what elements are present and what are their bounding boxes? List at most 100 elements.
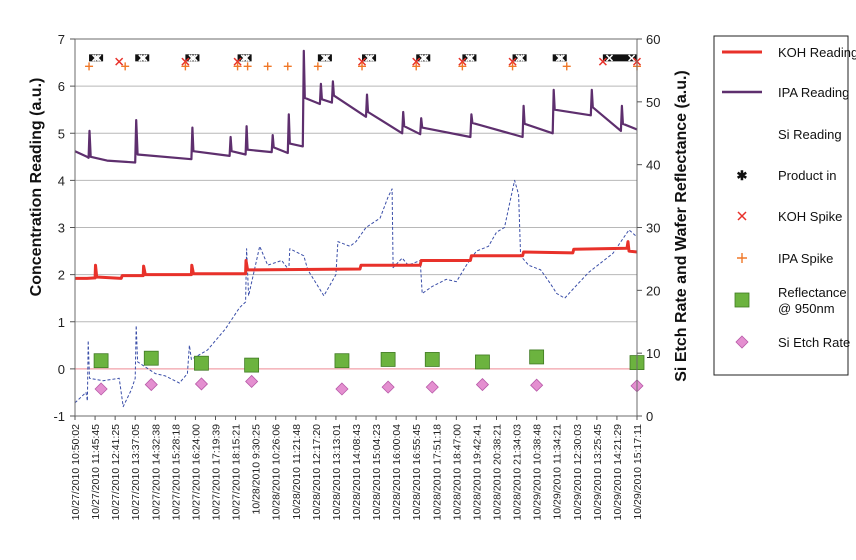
reflectance-marker: [194, 355, 209, 371]
series-line-ipa-reading: [74, 49, 638, 164]
legend-swatch: [737, 211, 747, 221]
product-in-bar: [135, 54, 150, 62]
series-line-koh-reading: [75, 240, 638, 280]
etch-rate-marker: [194, 377, 209, 391]
legend-swatch: [737, 253, 747, 263]
product-in-x-mark: ✕: [91, 53, 100, 65]
ipa-spike-marker: [121, 62, 130, 71]
reflectance-marker: [143, 350, 159, 366]
reflectance-marker: [380, 352, 396, 367]
koh-spike-marker: [115, 57, 124, 66]
product-in-x-mark: ✕: [320, 53, 329, 65]
product-in-x-mark: ✕: [364, 53, 373, 65]
reflectance-marker: [424, 352, 440, 367]
reflectance-marker: [334, 353, 350, 369]
marker-layer: ✕✕ ✕✕ ✕✕ ✕✕ ✕✕ ✕✕ ✕✕ ✕✕ ✕✕ ✕✕ ✕ ✕: [85, 53, 645, 396]
y-axis-right-ticks: 0 10 20 30 40 50 60: [637, 32, 660, 424]
product-in-x-mark: ✕: [515, 53, 524, 65]
product-in-x-mark: ✕: [555, 53, 564, 65]
x-tick-label: 10/29/2010 11:34:21: [552, 424, 564, 520]
y-right-tick-label: 0: [646, 409, 653, 424]
product-in-x-mark: ✕: [187, 53, 196, 65]
product-in-x-mark: ✕: [139, 53, 148, 65]
product-in-x-mark: ✕: [322, 53, 331, 65]
x-tick-label: 10/28/2010 17:51:18: [431, 424, 443, 521]
product-in-x-mark: ✕: [93, 53, 102, 65]
product-in-bar: [602, 54, 637, 62]
koh-spike-marker: [508, 57, 517, 66]
product-in-bar: [362, 54, 377, 62]
koh-spike-marker: [412, 57, 421, 66]
ipa-spike-marker: [313, 62, 322, 71]
y-left-tick-label: -1: [53, 409, 65, 424]
legend-swatch: ✱: [737, 168, 748, 183]
x-tick-label: 10/29/2010 13:25:45: [592, 424, 604, 521]
x-tick-label: 10/27/2010 12:41:25: [110, 424, 122, 521]
y-axis-left-ticks: -1 0 1 2 3 4 5 6 7: [53, 32, 75, 424]
product-in-bar: [462, 54, 477, 62]
x-tick-label: 10/28/2010 10:26:06: [271, 424, 283, 521]
product-in-x-mark: ✕: [466, 53, 475, 65]
x-tick-label: 10/27/2010 14:32:38: [150, 424, 162, 521]
y-left-tick-label: 1: [58, 315, 65, 330]
x-tick-label: 10/28/2010 15:04:23: [371, 424, 383, 521]
koh-spike-marker: [181, 57, 190, 66]
legend-swatch: [734, 292, 750, 308]
legend-label: Reflectance @ 950nm: [778, 285, 847, 316]
product-in-x-mark: ✕: [366, 53, 375, 65]
product-in-x-mark: ✕: [627, 53, 636, 65]
x-tick-label: 10/28/2010 21:34:03: [512, 424, 524, 521]
product-in-bar: [317, 54, 332, 62]
y-left-tick-label: 3: [58, 221, 65, 236]
ipa-spike-marker: [243, 62, 252, 71]
ipa-spike-marker: [85, 62, 94, 71]
x-tick-label: 10/27/2010 18:15:21: [231, 424, 243, 521]
product-in-x-mark: ✕: [557, 53, 566, 65]
koh-spike-marker: [357, 57, 367, 66]
x-tick-label: 10/27/2010 15:28:18: [170, 424, 182, 521]
etch-rate-marker: [245, 374, 259, 389]
y-left-tick-label: 4: [58, 173, 65, 188]
legend-label: Si Etch Rate: [778, 335, 850, 350]
etch-rate-marker: [335, 382, 349, 396]
x-axis-ticks: 10/27/2010 10:50:02 10/27/2010 11:45:45 10…: [70, 416, 644, 520]
y-right-tick-label: 40: [646, 158, 660, 173]
reflectance-marker: [529, 349, 545, 365]
legend-label: KOH Reading: [778, 45, 856, 60]
product-in-bar: [512, 54, 527, 62]
ipa-spike-marker: [458, 62, 467, 71]
y-axis-left-label: Concentration Reading (a.u.): [28, 78, 45, 297]
reflectance-marker: [93, 353, 109, 369]
x-tick-label: 10/28/2010 16:55:45: [411, 424, 423, 521]
product-in-x-mark: ✕: [242, 53, 251, 65]
x-tick-label: 10/28/2010 9:30:25: [251, 424, 263, 515]
ipa-spike-marker: [283, 62, 292, 71]
etch-rate-marker: [475, 378, 490, 392]
legend-swatch: [735, 335, 749, 349]
x-tick-label: 10/28/2010 13:13:01: [331, 424, 343, 521]
x-tick-label: 10/28/2010 11:21:48: [291, 424, 303, 520]
ipa-spike-marker: [233, 62, 242, 71]
product-in-x-mark: ✕: [137, 53, 146, 65]
etch-rate-marker: [425, 380, 439, 394]
x-tick-label: 10/27/2010 17:19:39: [211, 424, 223, 521]
x-tick-label: 10/27/2010 16:24:00: [190, 424, 202, 521]
etch-rate-marker: [144, 378, 158, 392]
y-right-tick-label: 30: [646, 221, 660, 236]
product-in-bar: [89, 54, 104, 62]
y-right-tick-label: 60: [646, 32, 660, 47]
product-in-x-mark: ✕: [418, 53, 427, 65]
product-in-x-mark: ✕: [464, 53, 473, 65]
y-right-tick-label: 50: [646, 95, 660, 110]
product-in-x-mark: ✕: [605, 53, 614, 65]
y-right-tick-label: 20: [646, 283, 660, 298]
koh-spike-marker: [233, 57, 242, 66]
x-tick-label: 10/28/2010 16:00:04: [391, 424, 403, 521]
x-tick-label: 10/28/2010 12:17:20: [311, 424, 323, 521]
etch-rate-marker: [530, 378, 544, 392]
x-tick-label: 10/28/2010 18:47:00: [451, 424, 463, 521]
product-in-bar: [185, 54, 200, 62]
product-in-x-mark: ✕: [189, 53, 198, 65]
x-tick-label: 10/28/2010 20:38:21: [492, 424, 504, 521]
y-left-tick-label: 0: [58, 362, 65, 377]
